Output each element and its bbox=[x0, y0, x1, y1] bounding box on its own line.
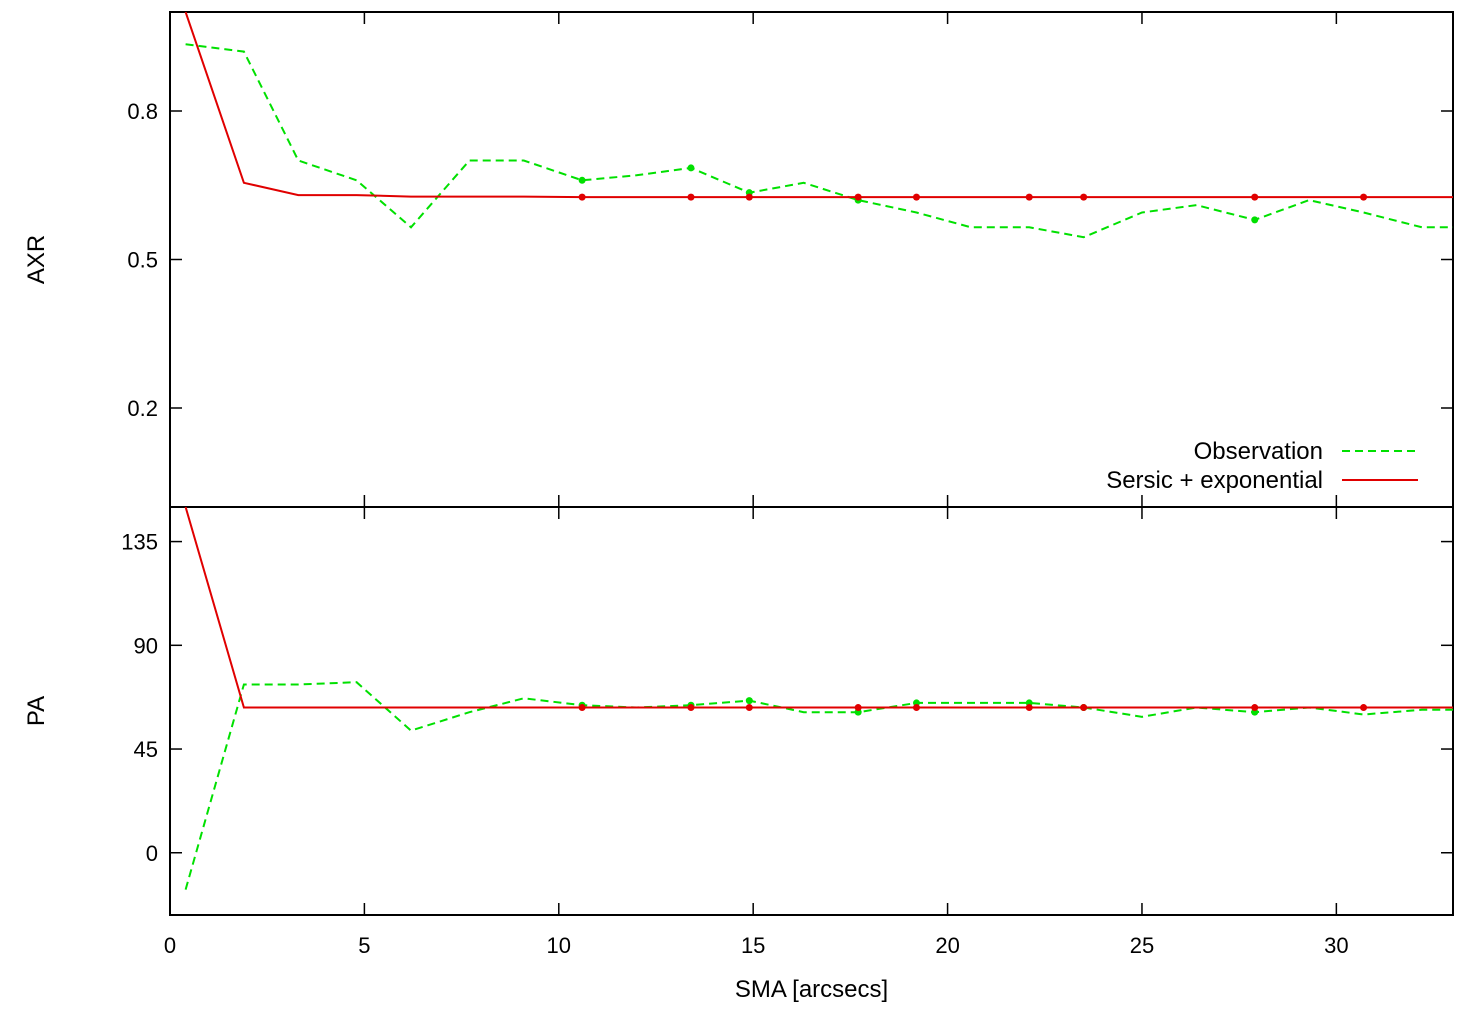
y-tick-label: 90 bbox=[134, 633, 158, 658]
data-point bbox=[687, 193, 695, 201]
legend-label-sersic-exponential: Sersic + exponential bbox=[1106, 467, 1323, 494]
data-point bbox=[1080, 704, 1088, 712]
data-point bbox=[687, 164, 695, 172]
x-tick-label: 25 bbox=[1130, 933, 1154, 958]
data-point bbox=[854, 704, 862, 712]
data-point bbox=[578, 176, 586, 184]
x-tick-label: 0 bbox=[164, 933, 176, 958]
data-point bbox=[1080, 193, 1088, 201]
data-point bbox=[1025, 704, 1033, 712]
x-tick-label: 5 bbox=[358, 933, 370, 958]
x-tick-label: 10 bbox=[547, 933, 571, 958]
data-point bbox=[1360, 193, 1368, 201]
panel-axr: 0.2 0.5 0.8 AXR bbox=[23, 11, 1454, 508]
y-tick-label: 135 bbox=[121, 530, 158, 555]
data-point bbox=[1251, 193, 1259, 201]
y-axis-title: PA bbox=[23, 696, 50, 726]
series-sersic-exponential bbox=[184, 507, 1453, 712]
data-point bbox=[912, 193, 920, 201]
y-tick-label: 0.2 bbox=[127, 396, 158, 421]
series-line bbox=[184, 681, 1453, 890]
data-point bbox=[687, 704, 695, 712]
x-tick-label: 15 bbox=[741, 933, 765, 958]
data-point bbox=[1251, 704, 1259, 712]
legend-label-observation: Observation bbox=[1194, 438, 1323, 465]
y-tick-label: 0 bbox=[146, 841, 158, 866]
series-line bbox=[184, 507, 1453, 709]
data-point bbox=[912, 704, 920, 712]
data-point bbox=[745, 697, 753, 705]
data-point bbox=[578, 704, 586, 712]
data-point bbox=[1025, 193, 1033, 201]
panel-frame bbox=[169, 11, 1454, 508]
y-tick-label: 0.5 bbox=[127, 248, 158, 273]
panel-frame bbox=[169, 506, 1454, 916]
x-tick-label: 30 bbox=[1324, 933, 1348, 958]
x-tick-label: 20 bbox=[935, 933, 959, 958]
data-point bbox=[745, 704, 753, 712]
data-point bbox=[745, 193, 753, 201]
series-line bbox=[185, 43, 1453, 239]
data-point bbox=[1360, 704, 1368, 712]
chart-panels: 0.2 0.5 0.8 AXR 0 45 90 135 0 5 10 15 20 25 30 PA bbox=[23, 11, 1454, 958]
data-point bbox=[1251, 216, 1259, 224]
series-line bbox=[184, 12, 1453, 199]
series-sersic-exponential bbox=[184, 12, 1453, 201]
data-point bbox=[854, 193, 862, 201]
y-tick-label: 45 bbox=[134, 737, 158, 762]
panel-pa: 0 45 90 135 0 5 10 15 20 25 30 PA bbox=[23, 506, 1454, 958]
data-point bbox=[578, 193, 586, 201]
y-tick-label: 0.8 bbox=[127, 99, 158, 124]
series-observation bbox=[185, 43, 1453, 239]
series-observation bbox=[184, 681, 1453, 890]
x-axis-title: SMA [arcsecs] bbox=[735, 976, 888, 1003]
y-axis-title: AXR bbox=[23, 235, 50, 284]
